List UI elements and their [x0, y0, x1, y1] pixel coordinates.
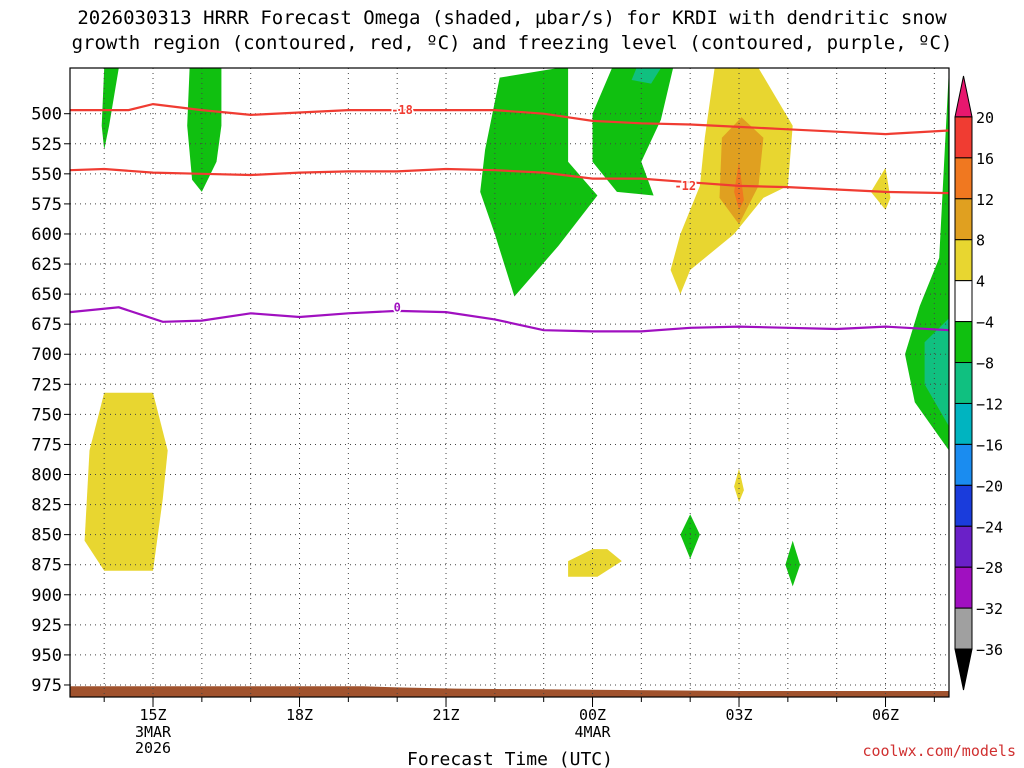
omega-area-1 — [101, 68, 119, 150]
colorbar-label-3: 8 — [976, 232, 985, 250]
isotherm-contours — [70, 102, 949, 333]
colorbar-label-9: −20 — [976, 477, 1003, 495]
omega-area-4 — [592, 68, 674, 196]
x-tick-sublabel-2026: 2026 — [135, 739, 171, 757]
y-tick-label-750: 750 — [31, 405, 62, 425]
x-tick-sublabel-3MAR: 3MAR — [135, 723, 172, 741]
isotherm-line-2 — [70, 167, 949, 195]
y-tick-label-850: 850 — [31, 526, 62, 546]
omega-area-16 — [785, 540, 801, 587]
colorbar-segment-1 — [954, 116, 973, 159]
colorbar-segment-8 — [954, 402, 973, 445]
y-tick-label-975: 975 — [31, 676, 62, 696]
colorbar-label-1: 16 — [976, 150, 994, 168]
title-line-1: 2026030313 HRRR Forecast Omega (shaded, … — [77, 7, 947, 29]
colorbar-label-8: −16 — [976, 436, 1003, 454]
omega-area-13 — [568, 549, 622, 577]
colorbar-label-10: −24 — [976, 518, 1003, 536]
colorbar-segment-3 — [954, 198, 973, 241]
colorbar: 20 16 12 8 4 −4 −8 −12 −16 −20 −24 −28 −32 −36 — [954, 75, 1003, 691]
omega-area-11 — [924, 318, 949, 427]
colorbar-label-13: −36 — [976, 641, 1003, 659]
y-tick-label-725: 725 — [31, 375, 62, 395]
y-tick-label-900: 900 — [31, 586, 62, 606]
x-tick-label-18Z: 18Z — [286, 706, 313, 724]
colorbar-segment-0 — [954, 75, 973, 118]
colorbar-segment-13 — [954, 607, 973, 650]
x-tick-label-21Z: 21Z — [432, 706, 459, 724]
y-tick-label-875: 875 — [31, 556, 62, 576]
colorbar-segment-2 — [954, 157, 973, 200]
y-tick-label-950: 950 — [31, 646, 62, 666]
colorbar-label-0: 20 — [976, 109, 994, 127]
isotherm-label-1: -18 — [391, 103, 413, 117]
y-tick-label-925: 925 — [31, 616, 62, 636]
chart-title: 2026030313 HRRR Forecast Omega (shaded, … — [0, 6, 1024, 56]
colorbar-label-2: 12 — [976, 191, 994, 209]
omega-area-5 — [631, 68, 661, 84]
y-tick-label-700: 700 — [31, 345, 62, 365]
x-tick-label-06Z: 06Z — [872, 706, 899, 724]
colorbar-segment-5 — [954, 280, 973, 323]
colorbar-label-11: −28 — [976, 559, 1003, 577]
colorbar-label-12: −32 — [976, 600, 1003, 618]
isotherm-label-2: -12 — [674, 179, 696, 193]
colorbar-label-5: −4 — [976, 314, 994, 332]
y-tick-label-600: 600 — [31, 225, 62, 245]
x-tick-label-03Z: 03Z — [725, 706, 752, 724]
y-tick-label-500: 500 — [31, 105, 62, 125]
plot-frame — [69, 67, 950, 698]
colorbar-segment-7 — [954, 362, 973, 404]
y-tick-label-625: 625 — [31, 255, 62, 275]
colorbar-label-6: −8 — [976, 355, 994, 373]
colorbar-segment-12 — [954, 566, 973, 609]
colorbar-label-4: 4 — [976, 273, 985, 291]
colorbar-segment-11 — [954, 525, 973, 568]
isotherm-line-1 — [70, 102, 949, 136]
terrain-fill — [70, 686, 949, 697]
x-axis-label: Forecast Time (UTC) — [407, 749, 613, 768]
omega-area-2 — [187, 68, 222, 192]
y-tick-label-525: 525 — [31, 135, 62, 155]
omega-area-14 — [734, 468, 744, 503]
colorbar-label-7: −12 — [976, 395, 1003, 413]
omega-area-12 — [84, 392, 168, 571]
y-tick-label-775: 775 — [31, 435, 62, 455]
title-line-2: growth region (contoured, red, ºC) and f… — [71, 32, 953, 54]
colorbar-segment-14 — [954, 648, 973, 691]
isotherm-label-3: 0 — [394, 300, 401, 314]
colorbar-segment-9 — [954, 443, 973, 486]
x-tick-label-15Z: 15Z — [139, 706, 166, 724]
y-tick-label-550: 550 — [31, 165, 62, 185]
colorbar-segment-10 — [954, 484, 973, 527]
colorbar-segment-4 — [954, 239, 973, 282]
colorbar-segment-6 — [954, 321, 973, 364]
y-axis: 500 525 550 575 600 625 650 675 700 725 750 775 800 8… — [31, 105, 70, 696]
omega-area-3 — [480, 68, 598, 297]
omega-shading — [70, 68, 949, 697]
credit-text: coolwx.com/models — [862, 742, 1016, 760]
y-tick-label-825: 825 — [31, 496, 62, 516]
y-tick-label-675: 675 — [31, 315, 62, 335]
y-tick-label-575: 575 — [31, 195, 62, 215]
x-tick-label-00Z: 00Z — [579, 706, 606, 724]
isotherm-line-3 — [70, 306, 949, 333]
y-tick-label-800: 800 — [31, 466, 62, 486]
omega-area-15 — [680, 514, 700, 559]
x-tick-sublabel-4MAR: 4MAR — [574, 723, 611, 741]
isotherm-labels: -18 -12 0 — [390, 102, 698, 316]
y-tick-label-650: 650 — [31, 285, 62, 305]
